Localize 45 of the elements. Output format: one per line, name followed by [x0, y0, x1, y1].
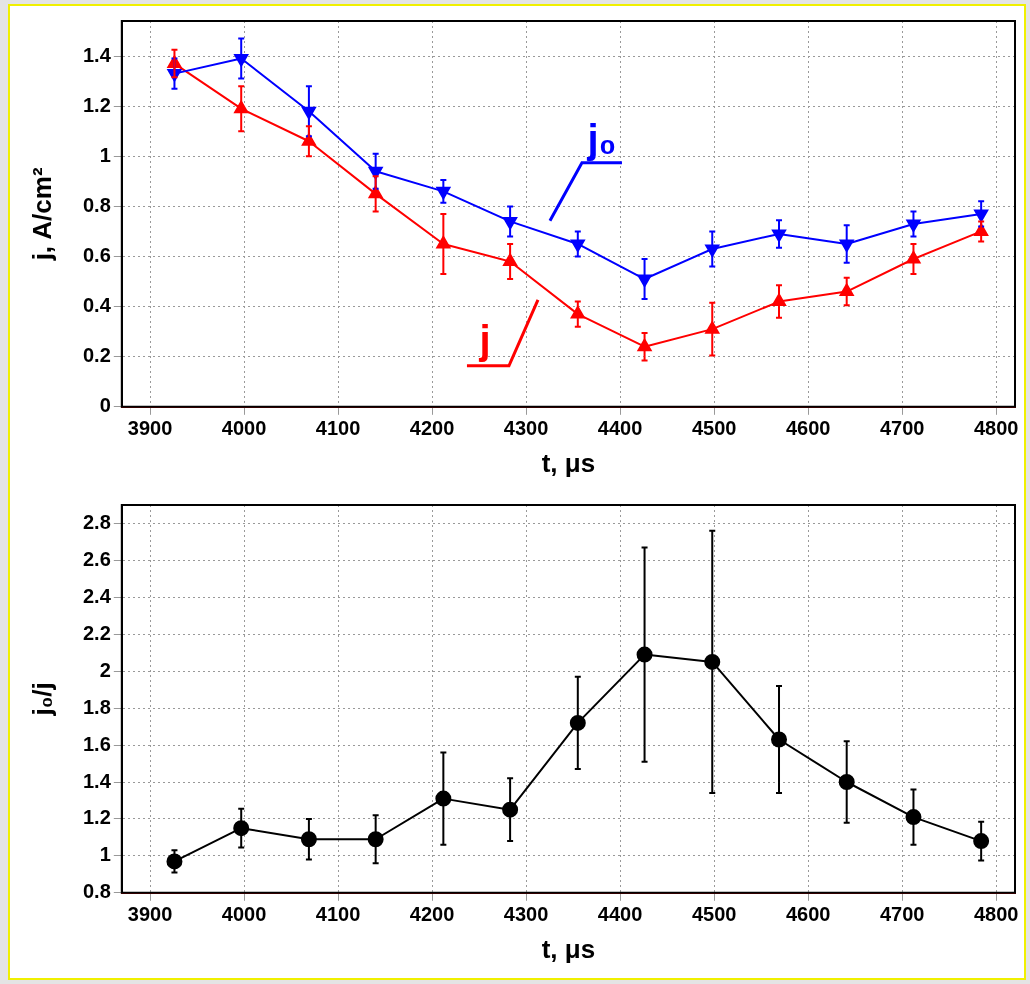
x-tick-label: 4400: [597, 903, 643, 926]
x-tick-label: 4700: [879, 903, 925, 926]
x-tick-label: 4300: [503, 417, 549, 440]
x-tick-label: 3900: [127, 903, 173, 926]
x-tick-label: 3900: [127, 417, 173, 440]
y-axis-title: j, A/cm²: [26, 167, 57, 262]
x-tick-label: 4400: [597, 417, 643, 440]
x-tick-label: 4200: [409, 417, 455, 440]
x-tick-label: 4200: [409, 903, 455, 926]
y-tick-label: 1.8: [82, 695, 111, 718]
y-tick-label: 0.4: [82, 294, 112, 317]
y-tick-label: 2.2: [82, 621, 111, 644]
x-tick-label: 4600: [785, 903, 831, 926]
x-tick-label: 4000: [221, 903, 267, 926]
x-tick-label: 4100: [315, 903, 361, 926]
y-tick-label: 1.4: [82, 769, 112, 792]
y-tick-label: 1.4: [82, 43, 112, 66]
y-tick-label: 2.4: [82, 584, 112, 607]
y-tick-label: 0.6: [82, 244, 111, 266]
x-tick-label: 4800: [973, 417, 1019, 440]
x-tick-label: 4600: [785, 417, 831, 440]
y-tick-label: 2.8: [82, 510, 111, 533]
y-tick-label: 2.6: [82, 547, 111, 570]
x-tick-label: 4000: [221, 417, 267, 440]
x-tick-label: 4500: [691, 417, 737, 440]
x-tick-label: 4500: [691, 903, 737, 926]
y-tick-label: 1.6: [82, 732, 111, 755]
x-tick-label: 4300: [503, 903, 549, 926]
x-tick-label: 4700: [879, 417, 925, 440]
x-axis-title: t, μs: [541, 447, 596, 478]
y-axis-title: j₀/j: [26, 682, 57, 717]
y-tick-label: 0: [99, 394, 111, 417]
y-tick-label: 0.8: [82, 193, 111, 216]
y-tick-label: 1: [99, 143, 111, 166]
x-tick-label: 4800: [973, 903, 1019, 926]
y-tick-label: 1: [99, 843, 111, 866]
y-tick-label: 1.2: [82, 806, 111, 829]
x-axis-title: t, μs: [541, 933, 596, 964]
series-label: j: [478, 317, 491, 362]
series-label: j₀: [586, 116, 617, 161]
x-tick-label: 4100: [315, 417, 361, 440]
y-tick-label: 1.2: [82, 93, 111, 116]
y-tick-label: 0.8: [82, 880, 111, 903]
y-tick-label: 0.2: [82, 344, 111, 367]
y-tick-label: 2: [99, 658, 111, 681]
